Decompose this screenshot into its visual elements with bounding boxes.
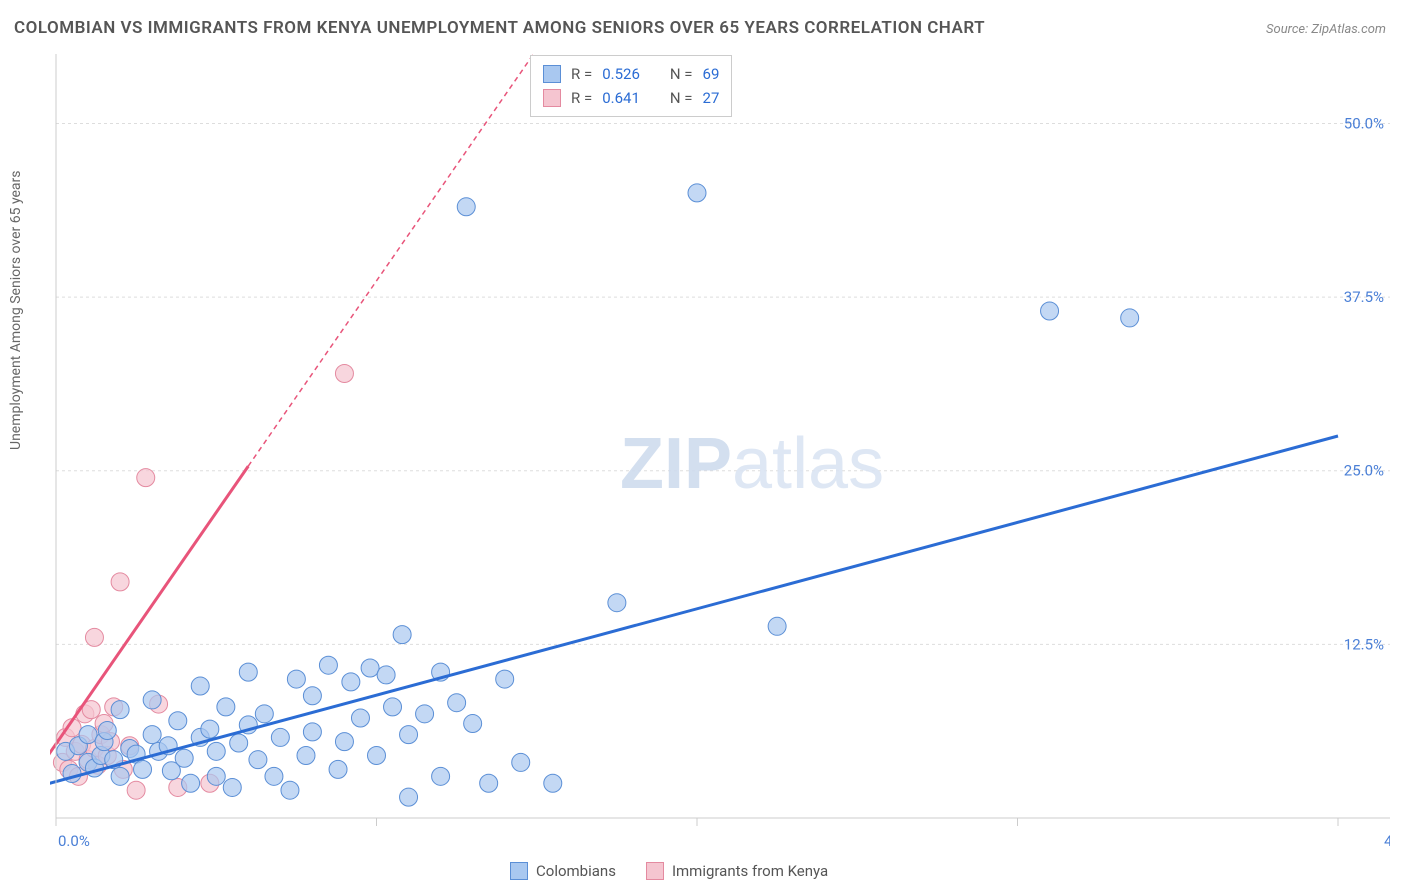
r-value: 0.526 — [602, 62, 640, 86]
chart-area: ZIPatlas 12.5% 25.0% 37.5% 50.0% 0.0% 40.0% — [50, 48, 1390, 848]
corr-row-kenya: R = 0.641 N = 27 — [543, 86, 719, 110]
series-legend: Colombians Immigrants from Kenya — [510, 862, 828, 880]
corr-row-colombians: R = 0.526 N = 69 — [543, 62, 719, 86]
r-label: R = — [571, 86, 592, 110]
n-value: 69 — [703, 62, 720, 86]
n-label: N = — [670, 86, 693, 110]
n-label: N = — [670, 62, 693, 86]
legend-label: Colombians — [536, 862, 616, 880]
n-value: 27 — [703, 86, 720, 110]
svg-text:37.5%: 37.5% — [1344, 288, 1384, 306]
swatch-pink — [646, 862, 664, 880]
svg-text:50.0%: 50.0% — [1344, 114, 1384, 132]
svg-text:12.5%: 12.5% — [1344, 635, 1384, 653]
legend-item-colombians: Colombians — [510, 862, 616, 880]
swatch-blue — [543, 65, 561, 83]
y-axis-label: Unemployment Among Seniors over 65 years — [8, 171, 24, 451]
svg-text:25.0%: 25.0% — [1344, 462, 1384, 480]
svg-text:0.0%: 0.0% — [58, 832, 90, 848]
chart-title: COLOMBIAN VS IMMIGRANTS FROM KENYA UNEMP… — [14, 18, 985, 38]
swatch-blue — [510, 862, 528, 880]
scatter-plot: ZIPatlas 12.5% 25.0% 37.5% 50.0% 0.0% 40.0% — [50, 48, 1390, 848]
legend-label: Immigrants from Kenya — [672, 862, 828, 880]
correlation-legend: R = 0.526 N = 69 R = 0.641 N = 27 — [530, 55, 732, 117]
source-attribution: Source: ZipAtlas.com — [1266, 22, 1386, 37]
watermark: ZIPatlas — [620, 424, 884, 504]
swatch-pink — [543, 89, 561, 107]
r-value: 0.641 — [602, 86, 640, 110]
legend-item-kenya: Immigrants from Kenya — [646, 862, 828, 880]
r-label: R = — [571, 62, 592, 86]
svg-text:40.0%: 40.0% — [1384, 832, 1390, 848]
